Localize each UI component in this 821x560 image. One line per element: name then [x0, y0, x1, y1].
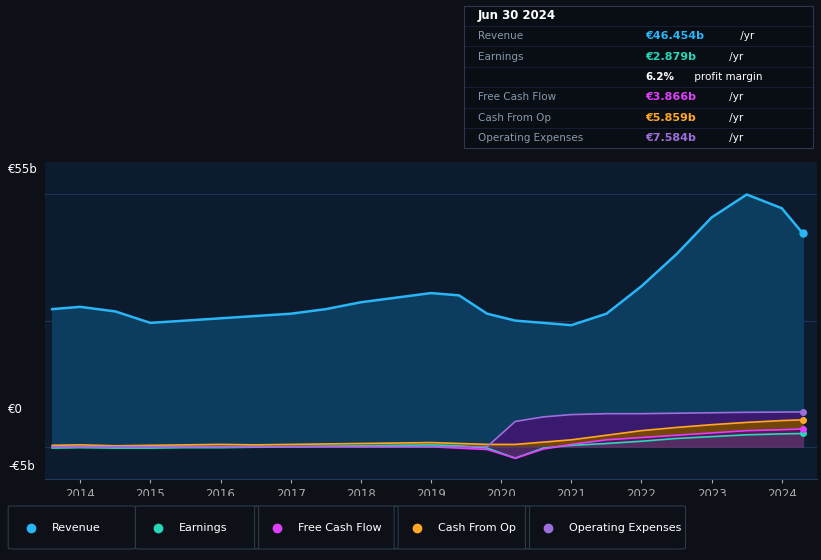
Text: €7.584b: €7.584b [645, 133, 696, 143]
Text: /yr: /yr [726, 92, 743, 102]
Text: Revenue: Revenue [52, 523, 100, 533]
Text: €5.859b: €5.859b [645, 113, 696, 123]
Text: /yr: /yr [726, 133, 743, 143]
Text: €46.454b: €46.454b [645, 31, 704, 41]
Text: €55b: €55b [8, 164, 38, 176]
Text: Earnings: Earnings [478, 52, 523, 62]
Text: Cash From Op: Cash From Op [478, 113, 551, 123]
Text: €2.879b: €2.879b [645, 52, 696, 62]
Text: /yr: /yr [726, 52, 743, 62]
Text: Free Cash Flow: Free Cash Flow [298, 523, 382, 533]
Text: Cash From Op: Cash From Op [438, 523, 516, 533]
Text: €3.866b: €3.866b [645, 92, 696, 102]
Text: Free Cash Flow: Free Cash Flow [478, 92, 556, 102]
Text: /yr: /yr [737, 31, 754, 41]
Text: Earnings: Earnings [179, 523, 227, 533]
Text: Jun 30 2024: Jun 30 2024 [478, 10, 556, 22]
Text: /yr: /yr [726, 113, 743, 123]
Text: profit margin: profit margin [690, 72, 762, 82]
Text: 6.2%: 6.2% [645, 72, 674, 82]
Text: €0: €0 [8, 403, 23, 417]
Text: Operating Expenses: Operating Expenses [478, 133, 583, 143]
Text: -€5b: -€5b [8, 460, 35, 473]
Text: Revenue: Revenue [478, 31, 523, 41]
Text: Operating Expenses: Operating Expenses [569, 523, 681, 533]
